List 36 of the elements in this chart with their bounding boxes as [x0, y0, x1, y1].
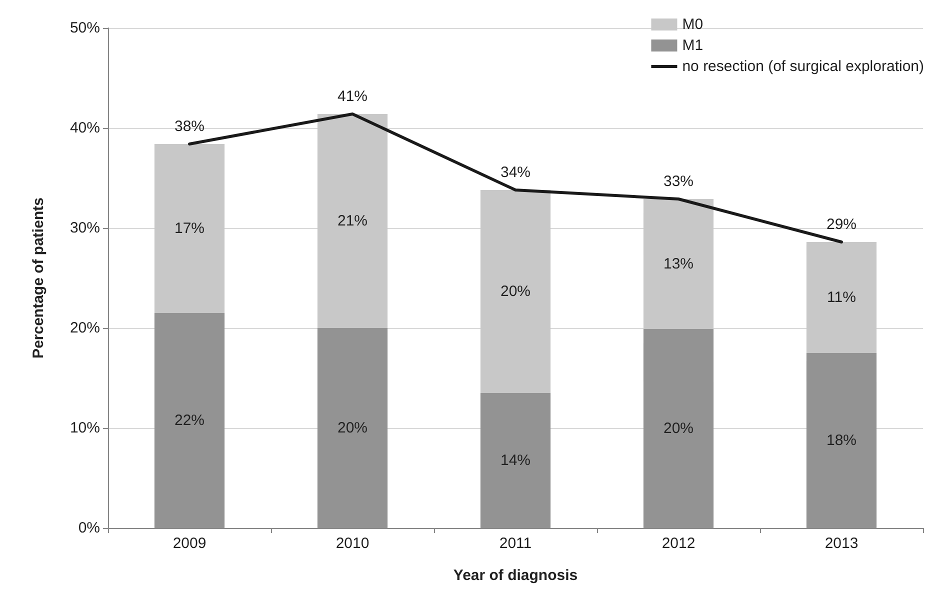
data-label: 29%	[826, 216, 857, 233]
x-tick-label: 2010	[336, 535, 370, 552]
bar	[317, 114, 388, 328]
data-label: 41%	[337, 88, 368, 105]
x-tick-label: 2013	[824, 535, 858, 552]
x-tick-label: 2009	[172, 535, 206, 552]
bar	[154, 144, 225, 313]
legend-label: M0	[682, 16, 704, 33]
data-label: 21%	[337, 212, 368, 230]
legend-label: no resection (of surgical exploration)	[682, 58, 924, 75]
data-label: 22%	[174, 412, 205, 429]
x-axis-title: Year of diagnosis	[453, 567, 578, 584]
data-label: 38%	[174, 118, 205, 135]
data-label: 17%	[174, 220, 205, 237]
data-label: 34%	[500, 164, 531, 181]
data-label: 20%	[663, 420, 694, 437]
y-tick-label: 10%	[70, 420, 100, 436]
y-tick-label: 50%	[70, 20, 100, 36]
y-tick-label: 0%	[78, 520, 100, 536]
legend-label: M1	[682, 37, 704, 54]
bar	[643, 199, 714, 329]
y-tick-label: 20%	[70, 320, 100, 336]
data-label: 20%	[500, 283, 531, 300]
x-tick-label: 2012	[662, 535, 696, 552]
y-tick-label: 40%	[70, 120, 100, 136]
x-tick-label: 2011	[499, 535, 532, 552]
data-label: 20%	[337, 420, 368, 436]
data-label: 18%	[826, 432, 857, 449]
y-tick-label: 30%	[70, 220, 100, 236]
bar	[806, 242, 877, 353]
bar	[480, 190, 551, 393]
y-axis-title: Percentage of patients	[30, 198, 47, 358]
data-label: 14%	[500, 452, 531, 469]
data-label: 11%	[827, 289, 856, 306]
data-label: 13%	[663, 256, 694, 272]
data-label: 33%	[663, 173, 694, 190]
